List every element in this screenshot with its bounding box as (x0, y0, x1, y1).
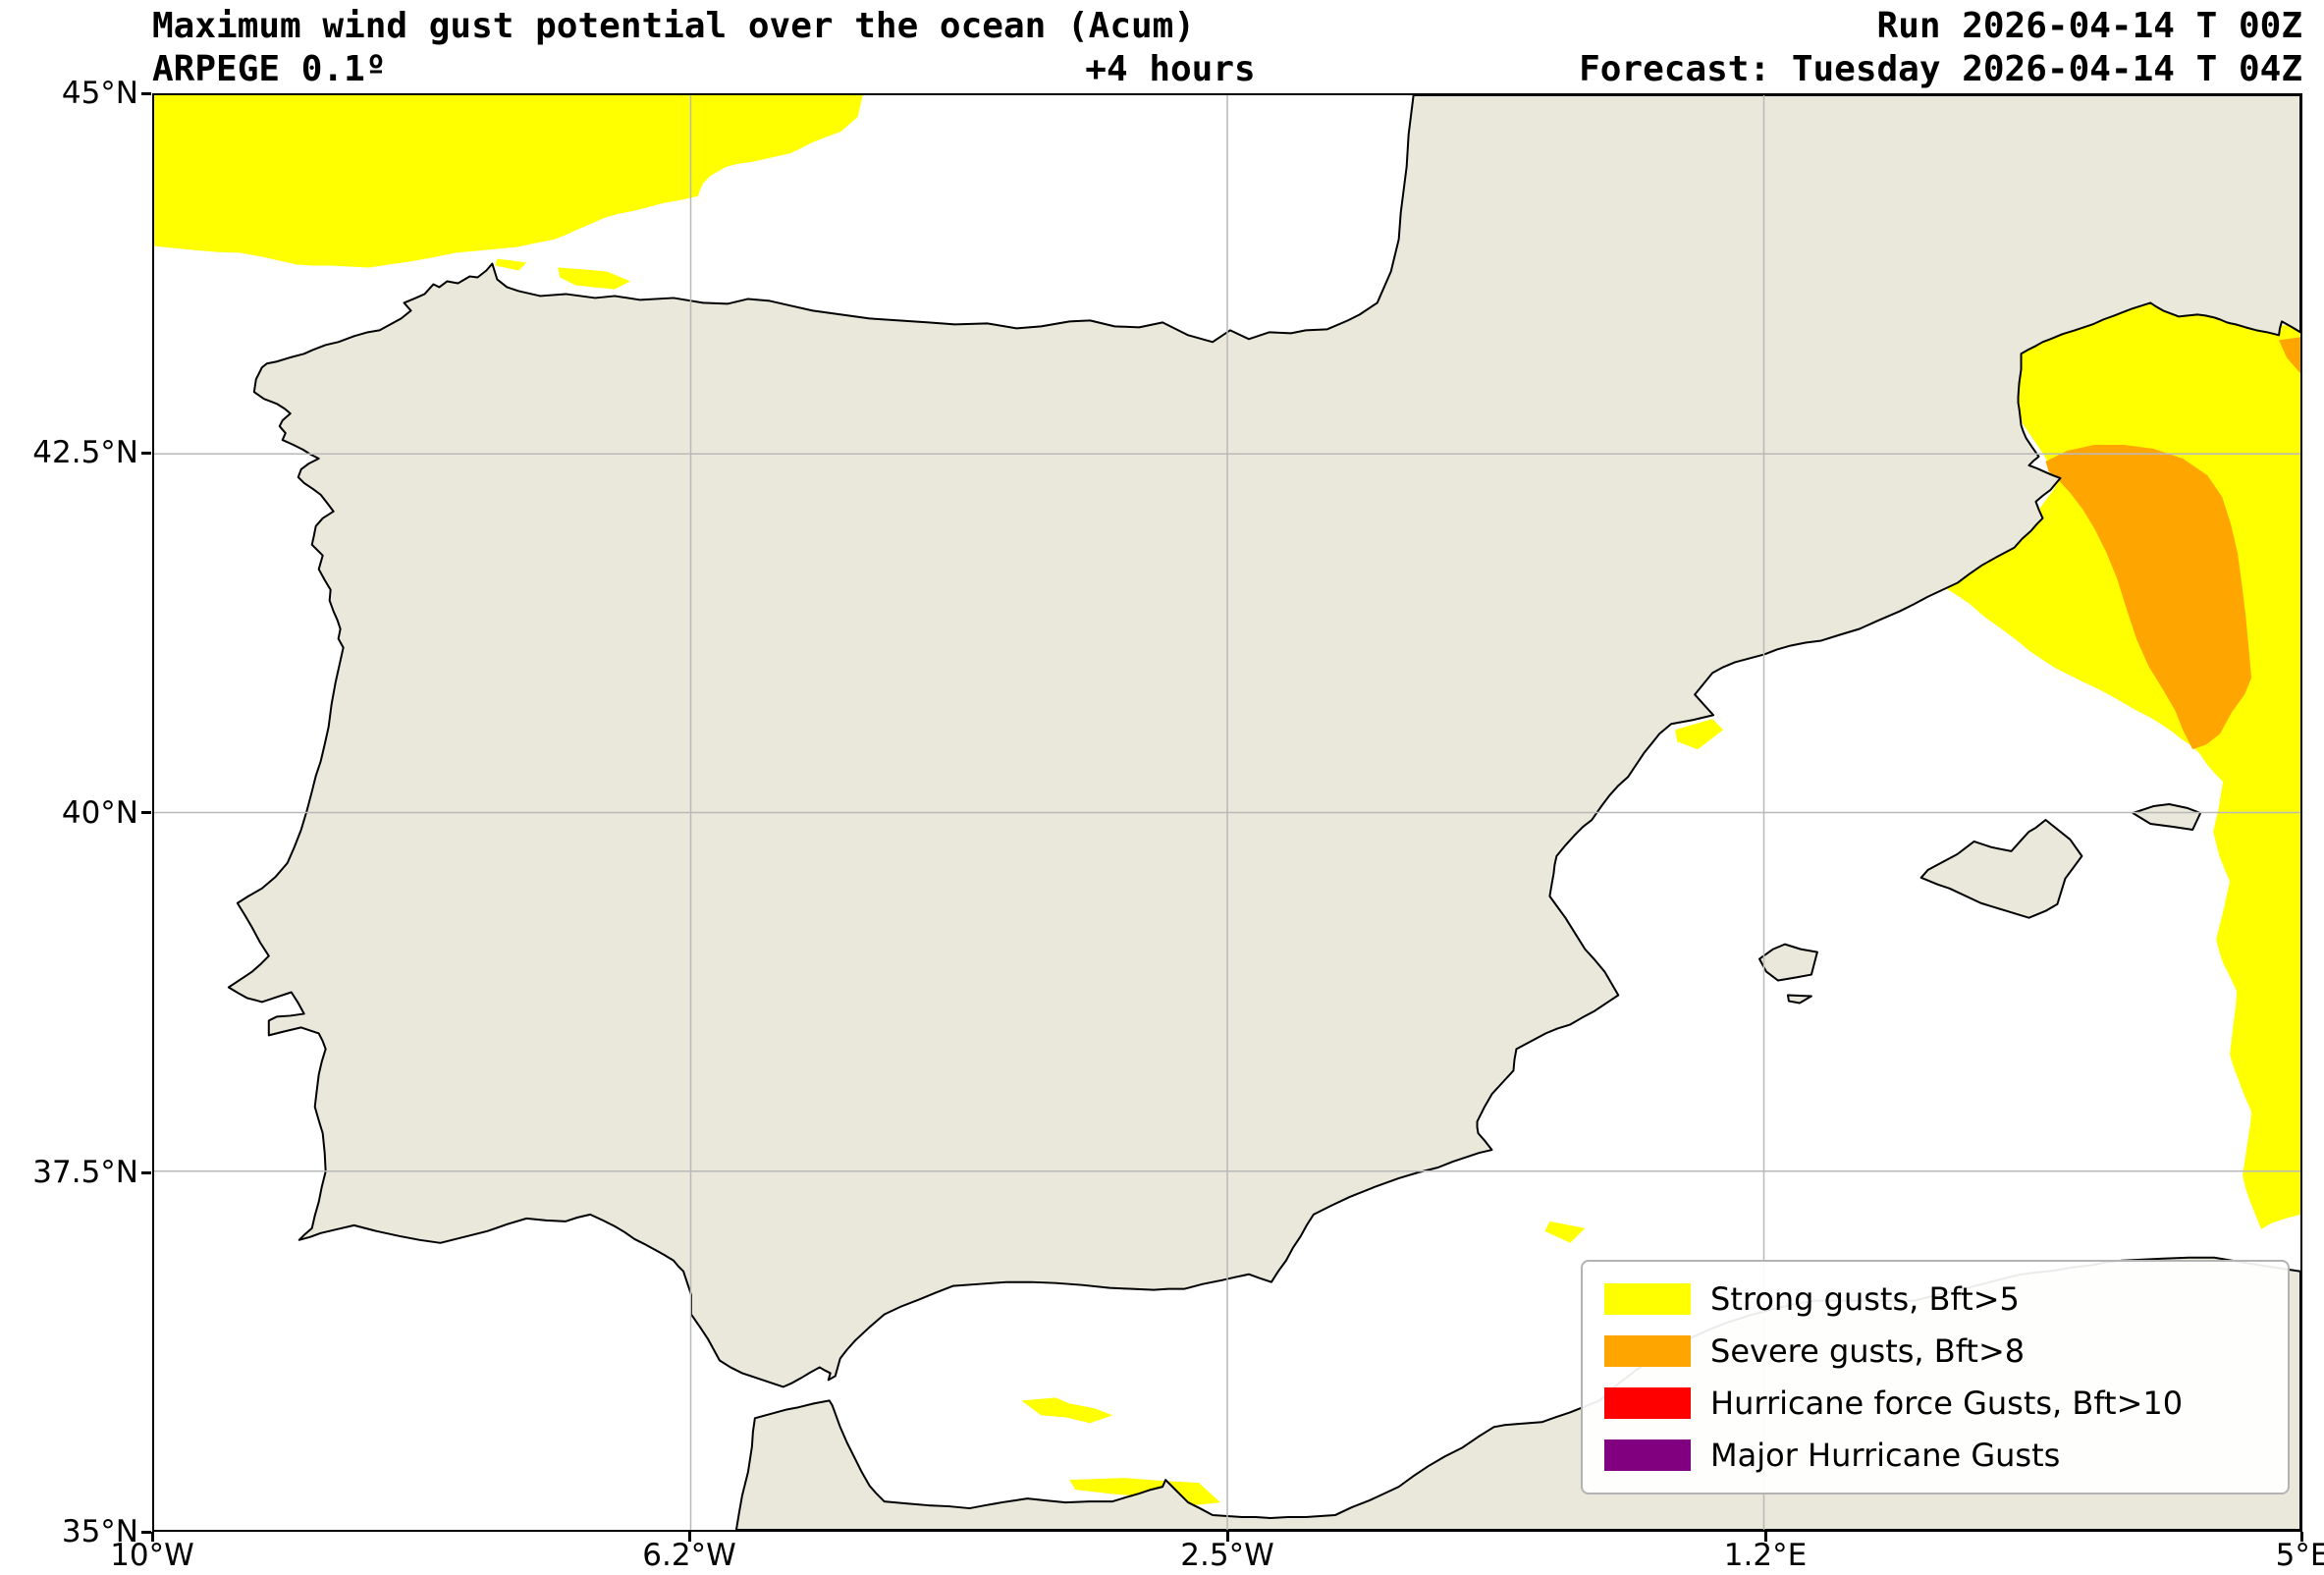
x-tick-2-5w: 2.5°W (1180, 1538, 1274, 1573)
landmass-iberia-france (227, 95, 2300, 1388)
y-tick-40n: 40°N (61, 795, 138, 831)
legend-item-hurricane-gusts: Hurricane force Gusts, Bft>10 (1604, 1382, 2266, 1425)
axis-tick (141, 1171, 151, 1174)
legend: Strong gusts, Bft>5 Severe gusts, Bft>8 … (1581, 1260, 2290, 1494)
axis-tick (141, 811, 151, 814)
axis-tick (1226, 1532, 1229, 1542)
strong-gust-patch-cantabrian-1 (558, 267, 631, 290)
severe-gust-patch-right-edge (2279, 337, 2300, 374)
x-tick-10w: 10°W (110, 1538, 194, 1573)
strong-gust-patch-ebro-delta (1675, 719, 1724, 750)
run-time-label: Run 2026-04-14 T 00Z (1876, 6, 2302, 46)
y-tick-45n: 45°N (61, 76, 138, 111)
axis-tick (151, 1532, 154, 1542)
legend-swatch-severe-gusts (1604, 1335, 1691, 1367)
island-formentera (1786, 994, 1812, 1005)
axis-tick (141, 92, 151, 95)
legend-swatch-hurricane-gusts (1604, 1387, 1691, 1419)
severe-gust-area-gulf-of-lion (2045, 445, 2252, 750)
legend-item-severe-gusts: Severe gusts, Bft>8 (1604, 1330, 2266, 1373)
strong-gust-patch-alboran-1 (1021, 1397, 1113, 1424)
strong-gust-area-bay-of-biscay (154, 95, 863, 268)
island-ibiza (1758, 943, 1818, 982)
legend-item-major-hurricane-gusts: Major Hurricane Gusts (1604, 1434, 2266, 1477)
legend-label-severe-gusts: Severe gusts, Bft>8 (1710, 1332, 2026, 1370)
axis-tick (688, 1532, 691, 1542)
gust-overlays (154, 95, 2300, 1506)
axis-tick (141, 1531, 151, 1534)
legend-label-major-hurricane-gusts: Major Hurricane Gusts (1710, 1437, 2061, 1474)
page-title: Maximum wind gust potential over the oce… (152, 6, 1196, 46)
island-mallorca (1919, 818, 2083, 919)
axis-tick (2300, 1532, 2303, 1542)
y-tick-42-5n: 42.5°N (32, 435, 138, 470)
strong-gust-patch-cantabrian-2 (495, 258, 527, 271)
axis-tick (141, 452, 151, 455)
x-tick-6-2w: 6.2°W (642, 1538, 736, 1573)
forecast-time-label: Forecast: Tuesday 2026-04-14 T 04Z (1579, 49, 2302, 89)
y-tick-35n: 35°N (61, 1514, 138, 1549)
legend-item-strong-gusts: Strong gusts, Bft>5 (1604, 1277, 2266, 1321)
legend-swatch-strong-gusts (1604, 1283, 1691, 1315)
lead-time-label: +4 hours (1085, 49, 1256, 89)
legend-label-strong-gusts: Strong gusts, Bft>5 (1710, 1280, 2020, 1318)
strong-gust-patch-cabo-de-palos (1544, 1221, 1586, 1243)
legend-swatch-major-hurricane-gusts (1604, 1439, 1691, 1471)
x-tick-5e: 5°E (2275, 1538, 2324, 1573)
x-tick-1-2e: 1.2°E (1723, 1538, 1808, 1573)
graticule (154, 95, 2300, 1530)
axis-tick (1764, 1532, 1767, 1542)
legend-label-hurricane-gusts: Hurricane force Gusts, Bft>10 (1710, 1385, 2184, 1422)
model-label: ARPEGE 0.1º (152, 49, 387, 89)
y-tick-37-5n: 37.5°N (32, 1155, 138, 1190)
